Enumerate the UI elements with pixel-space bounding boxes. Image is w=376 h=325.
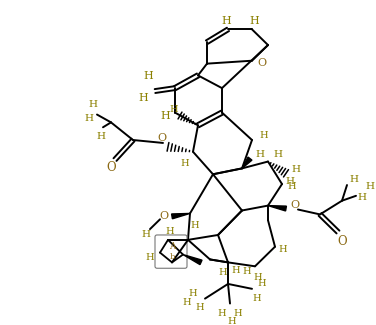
Text: O: O xyxy=(159,211,168,221)
Text: H: H xyxy=(365,182,374,190)
Text: H: H xyxy=(196,303,204,312)
Text: H: H xyxy=(138,93,148,103)
Text: O: O xyxy=(106,161,116,174)
Text: H: H xyxy=(253,294,261,303)
Text: H: H xyxy=(288,183,296,191)
Text: H: H xyxy=(189,289,197,298)
Text: H: H xyxy=(358,193,367,202)
Text: H: H xyxy=(350,175,358,184)
Polygon shape xyxy=(183,254,202,265)
Text: H: H xyxy=(146,253,154,262)
Text: H: H xyxy=(191,221,199,230)
Text: O: O xyxy=(158,133,167,143)
Text: H: H xyxy=(291,165,300,174)
Polygon shape xyxy=(171,214,190,219)
Text: H: H xyxy=(166,227,174,236)
Text: H: H xyxy=(249,16,259,26)
Text: H: H xyxy=(218,309,226,318)
Text: H: H xyxy=(285,176,294,186)
Text: H: H xyxy=(85,114,94,123)
Polygon shape xyxy=(242,157,252,168)
Text: H: H xyxy=(228,317,236,325)
Text: H: H xyxy=(183,298,191,307)
Text: H: H xyxy=(234,309,242,318)
Text: H: H xyxy=(254,273,262,281)
Text: H: H xyxy=(141,230,150,240)
Text: H: H xyxy=(219,268,227,277)
Text: H: H xyxy=(279,245,287,254)
Text: b: b xyxy=(169,253,175,261)
Text: H: H xyxy=(256,150,264,159)
Text: H: H xyxy=(258,280,266,288)
Text: H: H xyxy=(243,267,251,276)
Text: H: H xyxy=(273,150,282,159)
Text: O: O xyxy=(258,58,267,68)
Text: H: H xyxy=(160,111,170,121)
Text: H: H xyxy=(181,159,189,168)
Text: A: A xyxy=(169,242,175,251)
FancyBboxPatch shape xyxy=(155,235,187,268)
Text: H: H xyxy=(143,72,153,81)
Text: H: H xyxy=(170,105,178,114)
Text: H: H xyxy=(232,266,240,275)
Polygon shape xyxy=(268,206,287,211)
Text: H: H xyxy=(260,131,268,140)
Text: O: O xyxy=(290,200,300,210)
Text: O: O xyxy=(337,235,347,248)
Text: H: H xyxy=(88,100,97,109)
Text: H: H xyxy=(97,132,106,141)
Text: H: H xyxy=(221,16,231,26)
